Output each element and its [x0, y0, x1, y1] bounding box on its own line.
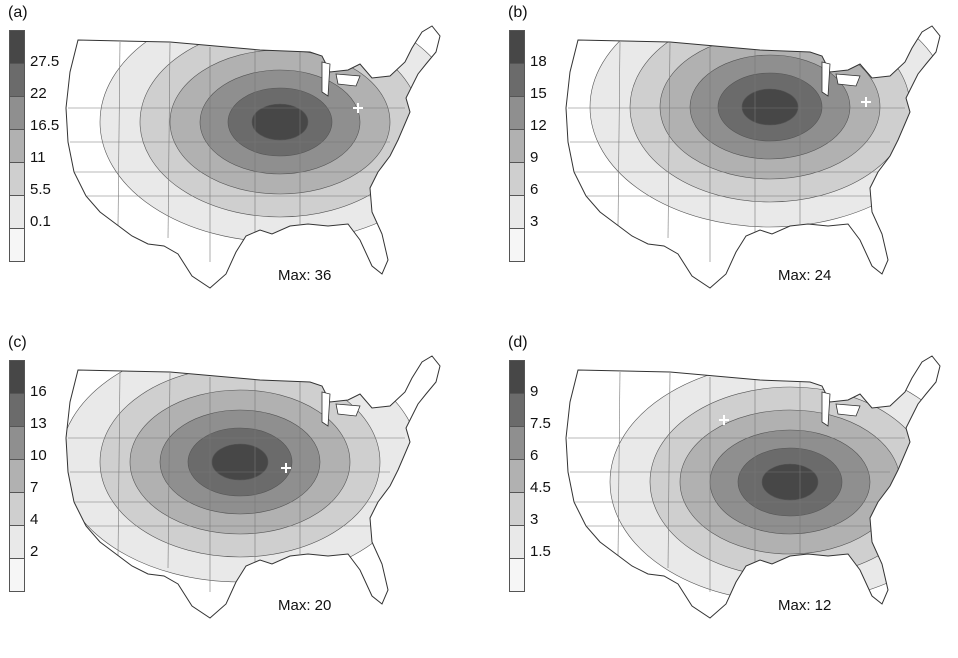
max-label: Max: 20: [278, 597, 332, 614]
legend-tick: 7.5: [530, 415, 551, 432]
legend-swatch: [9, 129, 25, 162]
legend-swatch: [509, 558, 525, 592]
us-map: [65, 355, 441, 619]
legend-swatch: [9, 63, 25, 96]
max-location-marker: [281, 463, 291, 473]
us-outline: [565, 25, 941, 289]
legend-swatch: [509, 96, 525, 129]
us-outline: [65, 25, 441, 289]
panel-a: (a) 27.5 22 16.5 11 5.5 0.1 Max: 36: [0, 0, 479, 328]
legend-tick: 0.1: [30, 213, 51, 230]
panel-label: (d): [508, 334, 528, 351]
panel-label: (c): [8, 334, 27, 351]
legend-swatch: [509, 393, 525, 426]
legend-tick: 9: [530, 149, 539, 166]
us-map: [565, 355, 941, 619]
max-label: Max: 12: [778, 597, 832, 614]
us-outline: [65, 355, 441, 619]
legend-swatch: [509, 30, 525, 63]
legend-swatch: [9, 492, 25, 525]
legend-tick: 6: [530, 447, 539, 464]
legend-swatch: [9, 459, 25, 492]
max-label: Max: 24: [778, 267, 832, 284]
legend-swatch: [9, 393, 25, 426]
legend-tick: 1.5: [530, 543, 551, 560]
legend-swatch: [509, 63, 525, 96]
legend-swatch: [9, 525, 25, 558]
legend-swatch: [9, 162, 25, 195]
legend-tick: 7: [30, 479, 39, 496]
us-map: [565, 25, 941, 289]
legend-tick: 13: [30, 415, 47, 432]
legend-tick: 11: [30, 149, 46, 166]
legend-tick: 3: [530, 213, 539, 230]
legend-swatch: [509, 492, 525, 525]
legend-tick: 15: [530, 85, 547, 102]
us-map: [65, 25, 441, 289]
legend-swatch: [9, 30, 25, 63]
legend-tick: 5.5: [30, 181, 51, 198]
colorbar-legend: [9, 30, 25, 262]
legend-tick: 16.5: [30, 117, 60, 134]
legend-tick: 2: [30, 543, 39, 560]
panel-label: (b): [508, 4, 528, 21]
legend-swatch: [509, 228, 525, 262]
legend-swatch: [509, 162, 525, 195]
legend-swatch: [9, 195, 25, 228]
legend-tick: 16: [30, 383, 47, 400]
legend-swatch: [509, 426, 525, 459]
legend-swatch: [509, 129, 525, 162]
legend-swatch: [9, 558, 25, 592]
legend-tick: 4.5: [530, 479, 551, 496]
legend-tick: 27.5: [30, 53, 60, 70]
legend-tick: 18: [530, 53, 547, 70]
colorbar-legend: [509, 30, 525, 262]
legend-tick: 10: [30, 447, 47, 464]
legend-swatch: [9, 426, 25, 459]
colorbar-legend: [9, 360, 25, 592]
legend-swatch: [509, 360, 525, 393]
legend-tick: 3: [530, 511, 539, 528]
legend-tick: 4: [30, 511, 39, 528]
panel-b: (b) 18 15 12 9 6 3 Max: 24: [500, 0, 958, 328]
legend-tick: 22: [30, 85, 47, 102]
legend-swatch: [509, 195, 525, 228]
max-location-marker: [861, 97, 871, 107]
panel-c: (c) 16 13 10 7 4 2 Max: 20: [0, 330, 479, 658]
max-location-marker: [719, 415, 729, 425]
colorbar-legend: [509, 360, 525, 592]
legend-tick: 6: [530, 181, 539, 198]
legend-swatch: [509, 525, 525, 558]
legend-tick: 9: [530, 383, 539, 400]
max-label: Max: 36: [278, 267, 332, 284]
max-location-marker: [353, 103, 363, 113]
panel-d: (d) 9 7.5 6 4.5 3 1.5 Max: 12: [500, 330, 958, 658]
legend-tick: 12: [530, 117, 547, 134]
legend-swatch: [9, 228, 25, 262]
legend-swatch: [9, 96, 25, 129]
panel-label: (a): [8, 4, 28, 21]
us-outline: [565, 355, 941, 619]
legend-swatch: [9, 360, 25, 393]
legend-swatch: [509, 459, 525, 492]
